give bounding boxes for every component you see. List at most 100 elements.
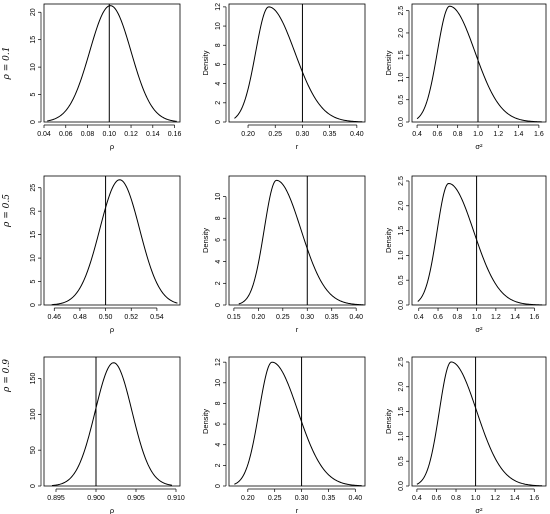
x-tick-label: 0.30 <box>300 314 314 321</box>
x-axis-title: ρ <box>110 325 114 334</box>
x-tick-label: 1.6 <box>534 131 544 138</box>
x-tick-label: 0.905 <box>127 495 145 502</box>
y-tick-label: 15 <box>30 36 37 44</box>
x-tick-label: 0.8 <box>452 314 462 321</box>
y-tick-label: 12 <box>215 358 222 366</box>
density-panel-3-3: 0.4 0.6 0.8 1.0 1.2 1.4 1.6 0.0 0.5 1.0 1.5 2.0 2.5 σ… <box>384 356 547 514</box>
y-tick-label: 15 <box>30 231 37 239</box>
y-tick-label: 8 <box>215 401 222 405</box>
y-tick-label: 0.5 <box>398 275 405 285</box>
y-tick-label: 50 <box>30 446 37 454</box>
density-curve <box>51 362 173 487</box>
y-axis-title: Density <box>201 409 210 434</box>
y-tick-label: 2 <box>215 463 222 467</box>
y-tick-label: 10 <box>30 63 37 71</box>
y-tick-label: 150 <box>30 373 37 385</box>
y-tick-label: 10 <box>30 254 37 262</box>
x-tick-label: 0.910 <box>167 495 185 502</box>
x-tick-label: 1.4 <box>510 314 520 321</box>
y-tick-label: 0.0 <box>398 117 405 127</box>
x-tick-label: 0.15 <box>227 314 241 321</box>
density-panel-1-3: 0.4 0.6 0.8 1.0 1.2 1.4 1.6 0.0 0.5 1.0 1.5 2.0 2.5 σ… <box>384 3 547 151</box>
plot-frame <box>43 3 181 123</box>
x-tick-label: 0.12 <box>124 131 138 138</box>
x-tick-label: 0.895 <box>47 495 65 502</box>
plot-frame <box>228 175 366 306</box>
plot-frame <box>228 3 366 123</box>
density-curve <box>238 179 364 306</box>
plot-frame <box>411 175 547 306</box>
density-curve <box>417 182 543 306</box>
x-axis-title: r <box>296 325 299 334</box>
x-tick-label: 0.08 <box>81 131 95 138</box>
y-tick-label: 2.5 <box>398 176 405 186</box>
y-axis-title: Density <box>384 228 393 253</box>
y-tick-label: 2 <box>215 101 222 105</box>
y-tick-label: 25 <box>30 184 37 192</box>
density-curve <box>416 5 542 123</box>
y-tick-label: 0 <box>215 484 222 488</box>
y-tick-label: 0.5 <box>398 456 405 466</box>
x-tick-label: 1.6 <box>529 495 539 502</box>
x-tick-label: 0.35 <box>325 314 339 321</box>
y-tick-label: 2.0 <box>398 201 405 211</box>
y-tick-label: 10 <box>215 379 222 387</box>
y-tick-label: 2 <box>215 281 222 285</box>
x-tick-label: 0.8 <box>453 131 463 138</box>
density-curve <box>416 361 543 487</box>
y-tick-label: 100 <box>30 408 37 420</box>
row-label-rho: ρ = 0.9 <box>2 359 12 393</box>
y-tick-label: 0.0 <box>398 481 405 491</box>
x-tick-label: 0.900 <box>87 495 105 502</box>
x-tick-label: 0.20 <box>252 314 266 321</box>
y-tick-label: 0 <box>215 303 222 307</box>
plot-frame <box>411 3 547 123</box>
density-curve <box>51 179 178 306</box>
x-tick-label: 0.4 <box>414 314 424 321</box>
x-tick-label: 1.4 <box>510 495 520 502</box>
y-tick-label: 2.0 <box>398 28 405 38</box>
x-tick-label: 1.4 <box>514 131 524 138</box>
x-tick-label: 0.4 <box>412 495 422 502</box>
x-axis-title: ρ <box>110 506 114 514</box>
plot-frame <box>43 356 181 487</box>
y-tick-label: 2.5 <box>398 6 405 16</box>
y-tick-label: 0 <box>215 120 222 124</box>
y-tick-label: 0 <box>30 120 37 124</box>
y-tick-label: 6 <box>215 238 222 242</box>
x-tick-label: 0.04 <box>37 131 51 138</box>
density-curve <box>234 361 362 487</box>
y-tick-label: 4 <box>215 260 222 264</box>
y-tick-label: 1.0 <box>398 250 405 260</box>
x-tick-label: 0.46 <box>47 314 61 321</box>
y-tick-label: 8 <box>215 43 222 47</box>
row-label-rho: ρ = 0.1 <box>2 47 12 81</box>
x-tick-label: 0.30 <box>296 131 310 138</box>
y-tick-label: 1.5 <box>398 50 405 60</box>
x-tick-label: 1.0 <box>471 495 481 502</box>
x-tick-label: 1.0 <box>473 131 483 138</box>
x-axis-title: σ² <box>475 325 483 334</box>
y-tick-label: 5 <box>30 93 37 97</box>
y-tick-label: 2.0 <box>398 382 405 392</box>
x-axis-title: ρ <box>110 142 114 151</box>
y-axis-title: Density <box>384 409 393 434</box>
y-axis-title: Density <box>201 228 210 253</box>
x-tick-label: 1.6 <box>530 314 540 321</box>
density-panel-2-3: 0.4 0.6 0.8 1.0 1.2 1.4 1.6 0.0 0.5 1.0 1.5 2.0 2.5 σ… <box>384 175 547 334</box>
x-tick-label: 0.30 <box>295 495 309 502</box>
x-tick-label: 0.6 <box>432 495 442 502</box>
density-panel-1-2: 0.20 0.25 0.30 0.35 0.40 0 2 4 6 8 10 12 r Density <box>201 3 366 151</box>
y-tick-label: 4 <box>215 82 222 86</box>
x-tick-label: 0.50 <box>99 314 113 321</box>
y-tick-label: 1.0 <box>398 73 405 83</box>
y-tick-label: 4 <box>215 443 222 447</box>
density-panel-3-1: 0.895 0.900 0.905 0.910 0 50 100 150 ρ <box>30 356 185 514</box>
y-axis-title: Density <box>201 50 210 75</box>
x-tick-label: 0.14 <box>146 131 160 138</box>
x-tick-label: 0.25 <box>268 495 282 502</box>
y-tick-label: 2.5 <box>398 357 405 367</box>
x-tick-label: 0.20 <box>241 495 255 502</box>
x-axis-title: σ² <box>475 142 483 151</box>
